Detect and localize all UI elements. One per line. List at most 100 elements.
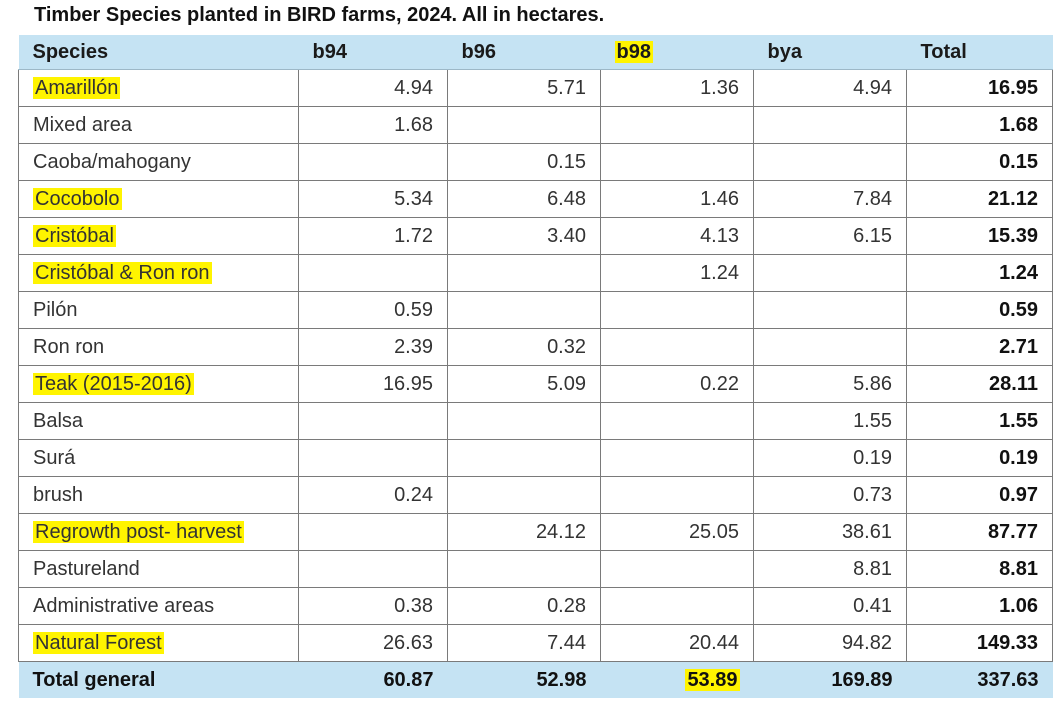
footer-b98: 53.89 (600, 661, 754, 698)
value-cell-b94: 1.68 (298, 106, 448, 144)
species-name: Regrowth post- harvest (33, 520, 244, 543)
total-general-row: Total general 60.87 52.98 53.89 169.89 3… (18, 661, 1053, 698)
species-cell: Surá (18, 439, 299, 477)
value-cell-b94: 16.95 (298, 365, 448, 403)
table-footer: Total general 60.87 52.98 53.89 169.89 3… (18, 661, 1053, 698)
value-cell-b96: 7.44 (447, 624, 601, 662)
value-cell-bya (753, 143, 907, 181)
value-cell-b96 (447, 439, 601, 477)
value-cell-b94 (298, 254, 448, 292)
species-name: Balsa (33, 409, 84, 432)
value-cell-b98 (600, 143, 754, 181)
footer-b96: 52.98 (447, 661, 601, 698)
footer-bya: 169.89 (753, 661, 907, 698)
table-title: Timber Species planted in BIRD farms, 20… (34, 4, 605, 26)
header-b98-highlight: b98 (614, 40, 653, 63)
table-row: Natural Forest 26.63 7.44 20.44 94.82 149.33 (18, 624, 1053, 662)
value-cell-b96: 0.15 (447, 143, 601, 181)
row-total-cell: 15.39 (906, 217, 1053, 255)
value-cell-b96: 0.28 (447, 587, 601, 625)
row-total-cell: 1.68 (906, 106, 1053, 144)
species-cell: Pilón (18, 291, 299, 329)
value-cell-b98: 1.36 (600, 69, 754, 107)
value-cell-b94: 4.94 (298, 69, 448, 107)
header-b96: b96 (447, 35, 601, 70)
species-cell: Regrowth post- harvest (18, 513, 299, 551)
species-cell: Cocobolo (18, 180, 299, 218)
row-total-cell: 8.81 (906, 550, 1053, 588)
value-cell-b96 (447, 106, 601, 144)
value-cell-b96: 0.32 (447, 328, 601, 366)
value-cell-b94: 0.38 (298, 587, 448, 625)
footer-b94: 60.87 (298, 661, 448, 698)
species-cell: Cristóbal & Ron ron (18, 254, 299, 292)
species-name: Cristóbal & Ron ron (33, 261, 212, 284)
row-total-cell: 2.71 (906, 328, 1053, 366)
table-row: Caoba/mahogany 0.15 0.15 (18, 143, 1053, 181)
table-row: Surá 0.19 0.19 (18, 439, 1053, 477)
value-cell-b96 (447, 254, 601, 292)
value-cell-b98 (600, 328, 754, 366)
value-cell-b94 (298, 550, 448, 588)
value-cell-b98: 20.44 (600, 624, 754, 662)
table-row: Pastureland 8.81 8.81 (18, 550, 1053, 588)
value-cell-b94 (298, 513, 448, 551)
table-row: Balsa 1.55 1.55 (18, 402, 1053, 440)
value-cell-b94: 0.59 (298, 291, 448, 329)
table-row: brush 0.24 0.73 0.97 (18, 476, 1053, 514)
value-cell-b98 (600, 550, 754, 588)
table-row: Pilón 0.59 0.59 (18, 291, 1053, 329)
table-row: Mixed area 1.68 1.68 (18, 106, 1053, 144)
value-cell-b94: 26.63 (298, 624, 448, 662)
species-cell: Cristóbal (18, 217, 299, 255)
species-cell: Balsa (18, 402, 299, 440)
footer-b98-highlight: 53.89 (685, 668, 740, 691)
row-total-cell: 149.33 (906, 624, 1053, 662)
table-body: Amarillón 4.94 5.71 1.36 4.94 16.95 Mixed area… (18, 69, 1053, 662)
row-total-cell: 21.12 (906, 180, 1053, 218)
species-cell: Ron ron (18, 328, 299, 366)
value-cell-b98: 4.13 (600, 217, 754, 255)
value-cell-bya: 0.41 (753, 587, 907, 625)
value-cell-b94: 1.72 (298, 217, 448, 255)
value-cell-b94 (298, 143, 448, 181)
value-cell-bya: 1.55 (753, 402, 907, 440)
table-header: Species b94 b96 b98 bya Total (18, 35, 1053, 70)
value-cell-bya: 7.84 (753, 180, 907, 218)
species-name: Mixed area (33, 113, 132, 136)
value-cell-b96: 5.09 (447, 365, 601, 403)
value-cell-bya: 8.81 (753, 550, 907, 588)
footer-label: Total general (18, 661, 299, 698)
header-b94: b94 (298, 35, 448, 70)
value-cell-bya: 94.82 (753, 624, 907, 662)
value-cell-b96: 3.40 (447, 217, 601, 255)
value-cell-bya: 6.15 (753, 217, 907, 255)
row-total-cell: 0.15 (906, 143, 1053, 181)
species-name: Administrative areas (33, 594, 215, 617)
table-row: Cocobolo 5.34 6.48 1.46 7.84 21.12 (18, 180, 1053, 218)
row-total-cell: 0.59 (906, 291, 1053, 329)
value-cell-bya (753, 328, 907, 366)
species-cell: Caoba/mahogany (18, 143, 299, 181)
value-cell-bya: 0.19 (753, 439, 907, 477)
value-cell-b96: 5.71 (447, 69, 601, 107)
row-total-cell: 1.24 (906, 254, 1053, 292)
species-name: Ron ron (33, 335, 105, 358)
row-total-cell: 1.06 (906, 587, 1053, 625)
species-name: Natural Forest (33, 631, 164, 654)
value-cell-b96 (447, 402, 601, 440)
header-bya: bya (753, 35, 907, 70)
value-cell-b98: 1.24 (600, 254, 754, 292)
value-cell-b96 (447, 476, 601, 514)
species-name: Cristóbal (33, 224, 116, 247)
row-total-cell: 28.11 (906, 365, 1053, 403)
value-cell-b94 (298, 439, 448, 477)
species-name: Pilón (33, 298, 78, 321)
table-row: Cristóbal & Ron ron 1.24 1.24 (18, 254, 1053, 292)
value-cell-b94: 2.39 (298, 328, 448, 366)
species-cell: Pastureland (18, 550, 299, 588)
value-cell-b94: 5.34 (298, 180, 448, 218)
header-species: Species (18, 35, 299, 70)
value-cell-b96: 24.12 (447, 513, 601, 551)
value-cell-bya (753, 291, 907, 329)
